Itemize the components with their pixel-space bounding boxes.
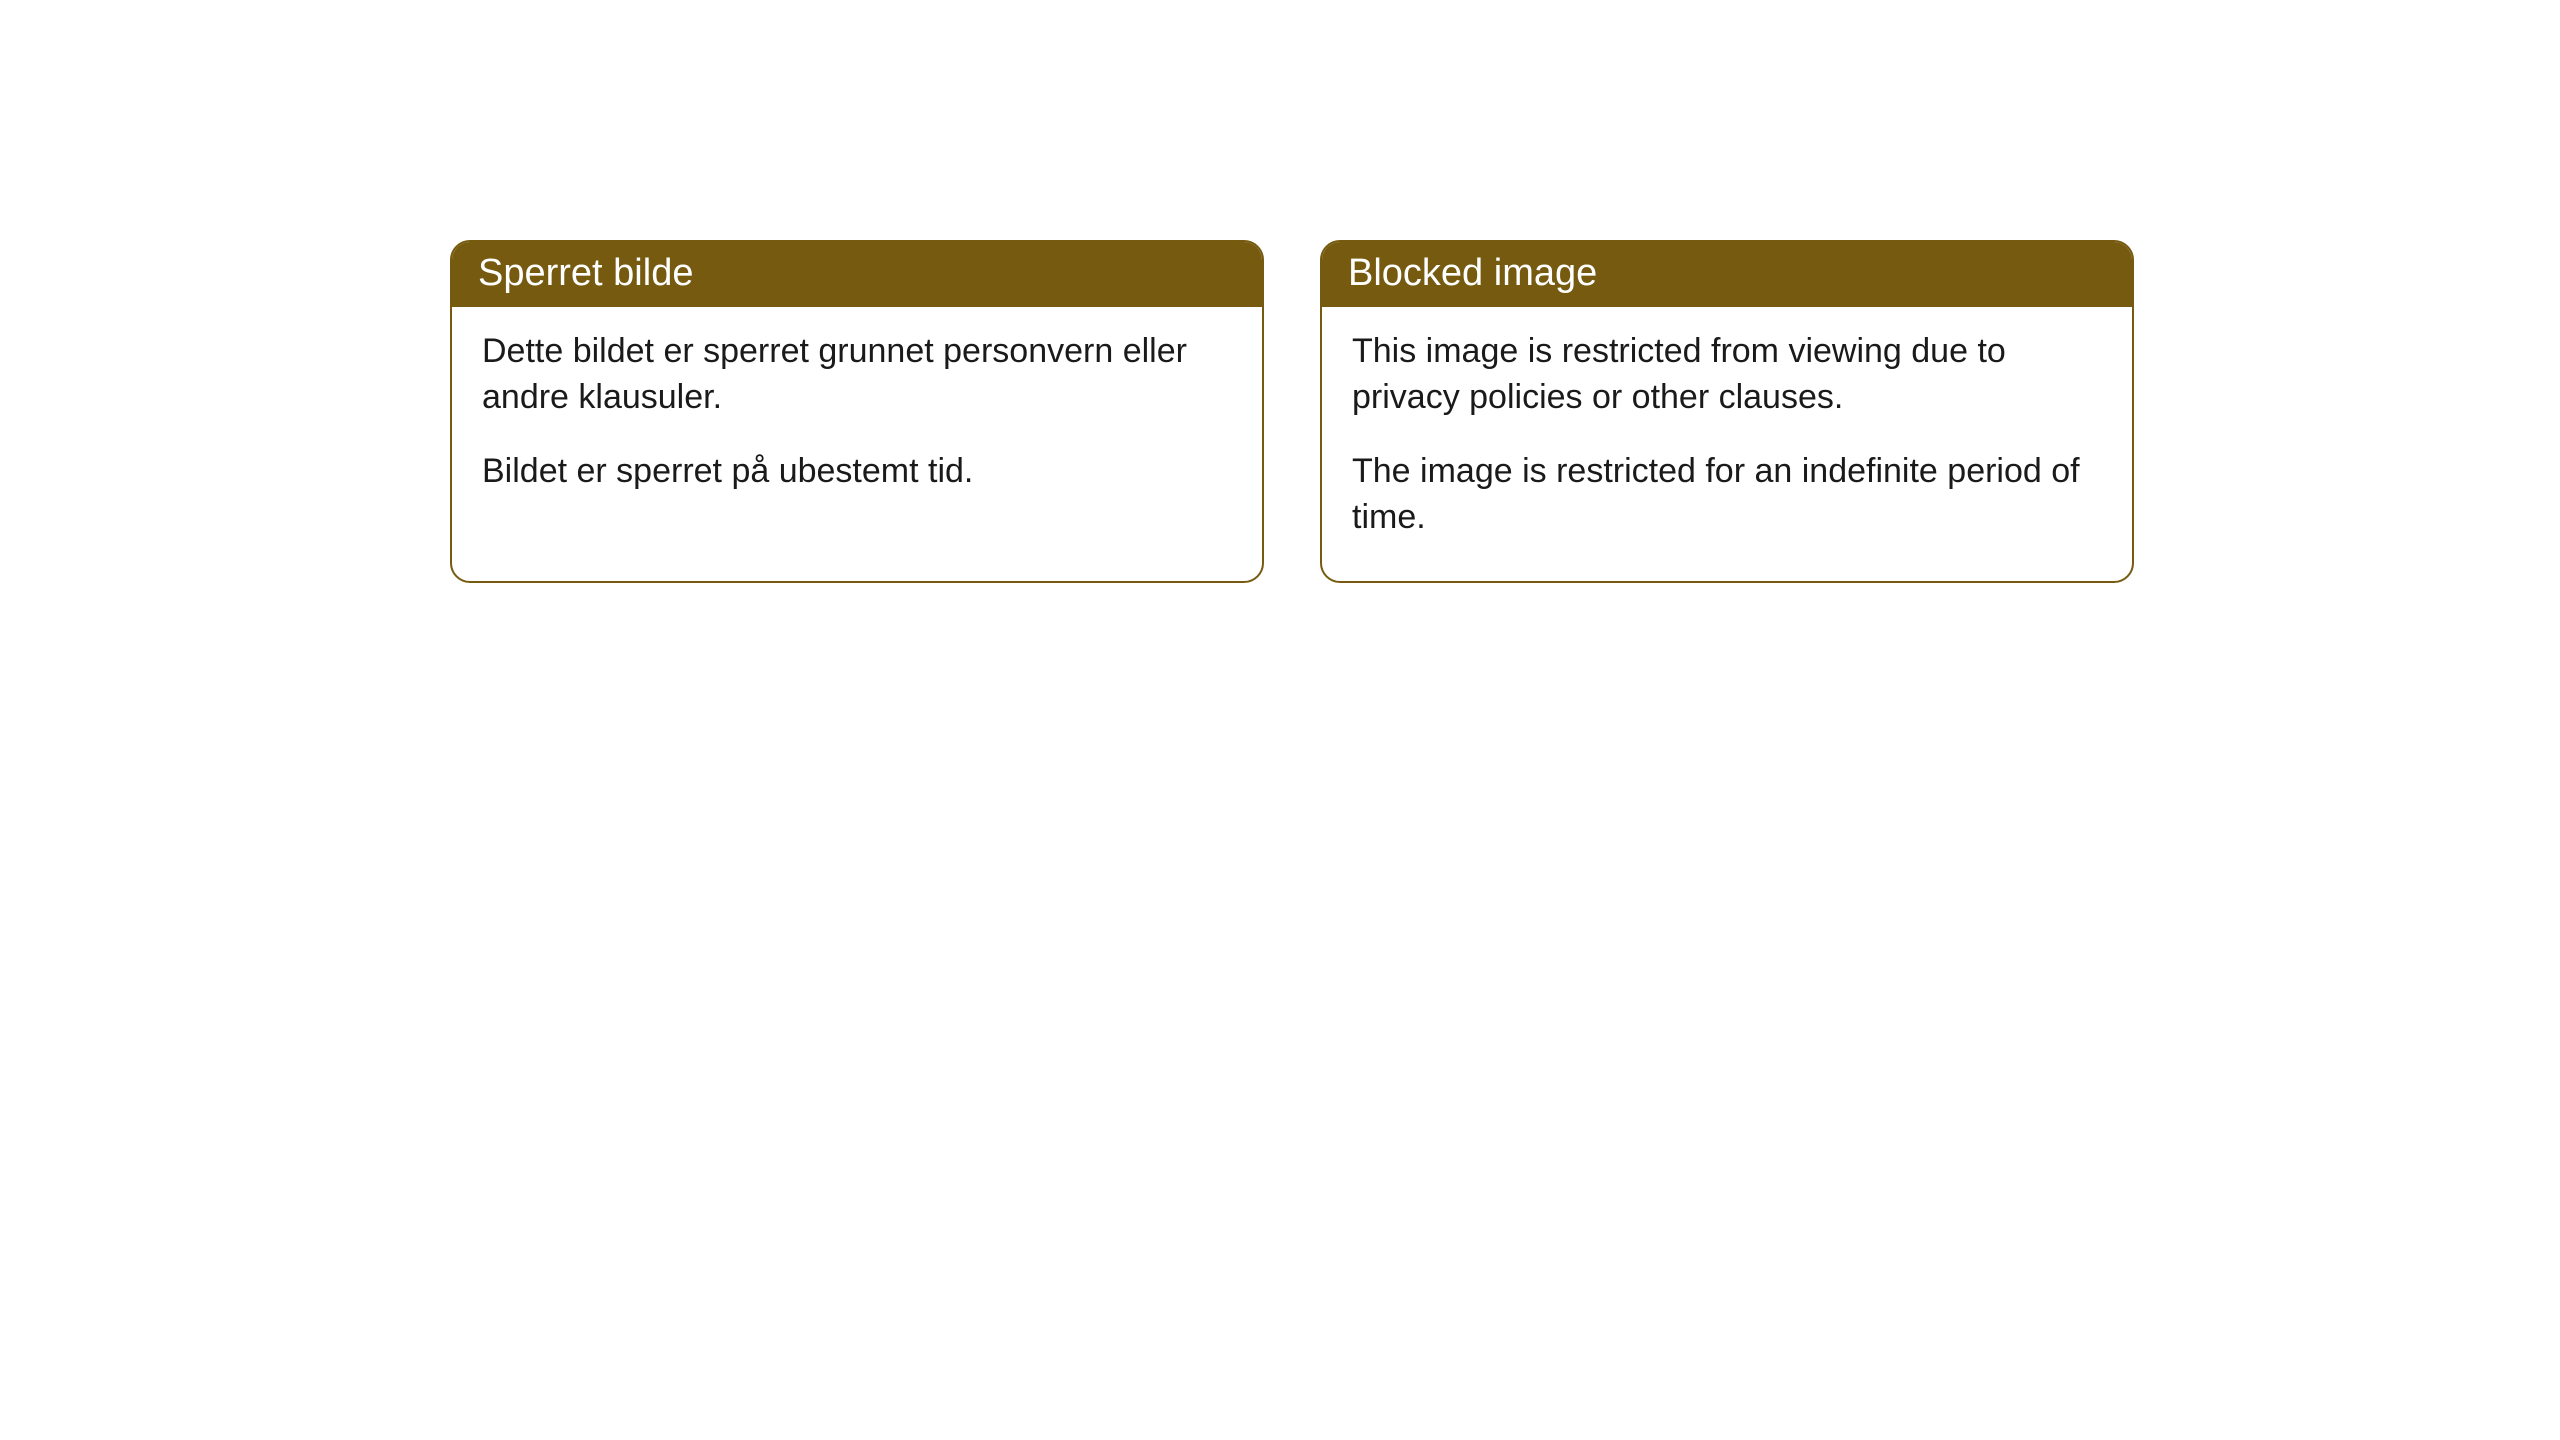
notice-card-norwegian: Sperret bilde Dette bildet er sperret gr… [450,240,1264,583]
notice-card-english: Blocked image This image is restricted f… [1320,240,2134,583]
card-paragraph: Bildet er sperret på ubestemt tid. [482,449,1232,495]
card-header: Blocked image [1322,242,2132,307]
card-body: Dette bildet er sperret grunnet personve… [452,307,1262,535]
card-title: Sperret bilde [478,252,693,294]
card-title: Blocked image [1348,252,1597,294]
notice-cards-container: Sperret bilde Dette bildet er sperret gr… [450,240,2134,583]
card-paragraph: Dette bildet er sperret grunnet personve… [482,329,1232,421]
card-header: Sperret bilde [452,242,1262,307]
card-paragraph: This image is restricted from viewing du… [1352,329,2102,421]
card-paragraph: The image is restricted for an indefinit… [1352,449,2102,541]
card-body: This image is restricted from viewing du… [1322,307,2132,581]
